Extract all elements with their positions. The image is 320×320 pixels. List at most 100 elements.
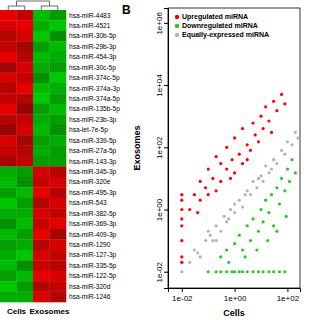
- point: [193, 193, 196, 196]
- point: [241, 248, 244, 251]
- x-tick-label: 1e-02: [172, 294, 193, 303]
- point: [204, 186, 207, 189]
- scatter-panel: 1e-021e+001e+021e-021e+001e+021e+041e+06…: [122, 3, 301, 318]
- row-label: hsa-miR-122-5p: [69, 272, 117, 280]
- point: [199, 199, 202, 202]
- heatmap-cell: [0, 198, 17, 209]
- point: [259, 208, 262, 211]
- heatmap-cell: [33, 260, 50, 271]
- point: [215, 270, 218, 273]
- series: [180, 93, 286, 264]
- heatmap-cell: [33, 250, 50, 261]
- heatmap-cell: [17, 292, 34, 303]
- row-label: hsa-miR-135b-5p: [69, 105, 120, 113]
- point: [199, 180, 202, 183]
- dendrogram-branch: [8, 6, 9, 10]
- heatmap-cell: [0, 208, 17, 219]
- point: [251, 180, 254, 183]
- heatmap-cell: [50, 146, 67, 157]
- series: [207, 158, 297, 273]
- point: [283, 189, 286, 192]
- point: [280, 93, 283, 96]
- row-label: hsa-miR-320e: [69, 178, 111, 185]
- heatmap-cell: [0, 239, 17, 250]
- heatmap-cell: [50, 31, 67, 42]
- point: [219, 255, 222, 258]
- heatmap-cell: [50, 281, 67, 292]
- heatmap-cell: [17, 166, 34, 177]
- point: [188, 261, 191, 264]
- point: [246, 143, 249, 146]
- point: [180, 261, 183, 264]
- point: [267, 270, 270, 273]
- point: [266, 239, 269, 242]
- dendrogram: [8, 1, 58, 10]
- heatmap-cell: [17, 104, 34, 115]
- heatmap-cell: [17, 73, 34, 84]
- heatmap-cell: [17, 198, 34, 209]
- heatmap-cell: [50, 52, 67, 63]
- point: [278, 270, 281, 273]
- row-label: hsa-miR-30c-5p: [69, 64, 116, 72]
- legend-marker: [175, 24, 179, 28]
- legend-label: Upregulated miRNA: [182, 13, 248, 21]
- point: [275, 162, 278, 165]
- point: [257, 177, 260, 180]
- point: [241, 162, 244, 165]
- point: [255, 248, 258, 251]
- heatmap-cell: [17, 93, 34, 104]
- points: [180, 93, 299, 274]
- heatmap-cell: [0, 187, 17, 198]
- heatmap-cell: [33, 177, 50, 188]
- y-axis: 1e-021e+001e+021e+041e+06: [155, 9, 169, 289]
- heatmap-cell: [33, 219, 50, 230]
- point: [211, 239, 214, 242]
- point: [270, 193, 273, 196]
- column-label: Cells: [7, 307, 27, 316]
- point: [225, 167, 228, 170]
- point: [180, 270, 183, 273]
- y-tick: 1e+00: [155, 198, 168, 221]
- heatmap-cell: [0, 271, 17, 282]
- heatmap-cell: [33, 73, 50, 84]
- heatmap-cell: [33, 281, 50, 292]
- x-tick-mark: [182, 288, 183, 292]
- point: [246, 224, 249, 227]
- heatmap-cell: [33, 166, 50, 177]
- point: [188, 208, 191, 211]
- heatmap-cell: [17, 62, 34, 73]
- heatmap-cell: [17, 250, 34, 261]
- y-axis-title: Exosomes: [132, 125, 142, 170]
- heatmap-cell: [50, 260, 67, 271]
- point: [227, 261, 230, 264]
- x-tick-label: 1e+00: [224, 294, 247, 303]
- figure: hsa-miR-4483hsa-miR-4521hsa-miR-30b-5phs…: [0, 0, 320, 320]
- point: [225, 220, 228, 223]
- heatmap-cell: [0, 156, 17, 167]
- point: [219, 230, 222, 233]
- row-label: hsa-miR-543: [69, 199, 107, 206]
- dendrogram-branch: [49, 1, 50, 6]
- y-tick: 1e-02: [155, 261, 168, 282]
- heatmap-cell: [50, 125, 67, 136]
- heatmap-cell: [50, 229, 67, 240]
- point: [294, 131, 297, 134]
- point: [267, 171, 270, 174]
- point: [246, 189, 249, 192]
- point: [238, 199, 241, 202]
- point: [267, 119, 270, 122]
- point: [180, 193, 183, 196]
- x-tick: 1e+00: [224, 288, 247, 303]
- point: [180, 217, 183, 220]
- heatmap-cell: [0, 52, 17, 63]
- point: [285, 215, 288, 218]
- point: [261, 270, 264, 273]
- point: [290, 143, 293, 146]
- point: [196, 211, 199, 214]
- point: [207, 270, 210, 273]
- dendrogram-branch: [16, 1, 17, 6]
- point: [257, 140, 260, 143]
- y-tick: 1e+04: [155, 74, 168, 97]
- point: [275, 230, 278, 233]
- point: [215, 224, 218, 227]
